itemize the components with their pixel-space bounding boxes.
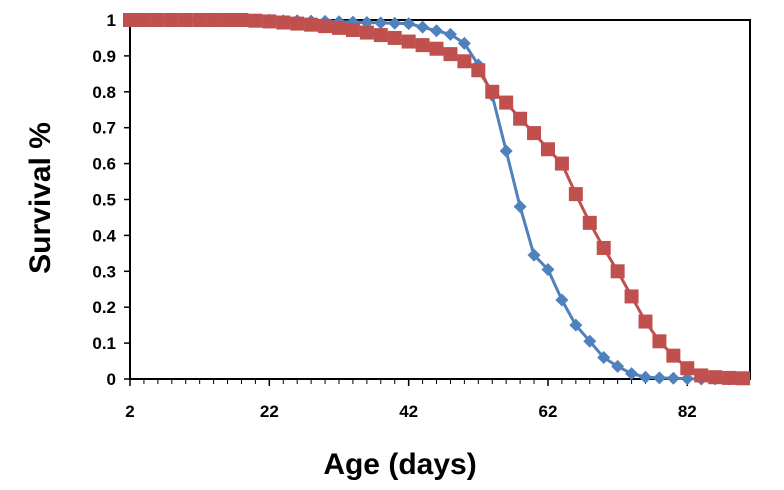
series-layer bbox=[123, 13, 751, 386]
series-2-point bbox=[164, 13, 179, 27]
x-axis-title: Age (days) bbox=[323, 448, 476, 481]
y-tick-label: 1 bbox=[107, 11, 116, 30]
series-1-point bbox=[388, 16, 402, 30]
series-1-point bbox=[597, 350, 611, 364]
series-1-point bbox=[541, 263, 555, 277]
series-2-point bbox=[401, 34, 416, 49]
x-tick-label: 22 bbox=[260, 402, 279, 421]
series-1-point bbox=[611, 359, 625, 373]
series-2-point bbox=[220, 13, 235, 27]
series-2-point bbox=[136, 13, 151, 27]
series-2-point bbox=[680, 361, 695, 376]
y-tick-label: 0.1 bbox=[92, 334, 116, 353]
series-1-point bbox=[527, 248, 541, 262]
series-2-point bbox=[499, 95, 514, 110]
series-1-point bbox=[374, 16, 388, 30]
series-2-point bbox=[234, 13, 249, 27]
x-axis-ticks: 2 22 42 62 82 bbox=[125, 379, 744, 421]
x-tick-label: 62 bbox=[539, 402, 558, 421]
series-1-point bbox=[555, 293, 569, 307]
series-1-point bbox=[652, 371, 666, 385]
y-tick-label: 0.3 bbox=[92, 262, 116, 281]
series-2-point bbox=[471, 63, 486, 78]
series-2-point bbox=[387, 30, 402, 45]
series-2-point bbox=[666, 348, 681, 363]
series-2-point bbox=[262, 14, 277, 29]
series-2-point bbox=[429, 41, 444, 56]
y-tick-label: 0.5 bbox=[92, 191, 116, 210]
series-1-point bbox=[443, 27, 457, 41]
series-1-point bbox=[639, 370, 653, 384]
series-2-point bbox=[373, 28, 388, 43]
series-1-point bbox=[569, 318, 583, 332]
series-2-point bbox=[596, 240, 611, 255]
series-1-point bbox=[499, 144, 513, 158]
series-2-point bbox=[485, 84, 500, 99]
x-tick-label: 82 bbox=[678, 402, 697, 421]
series-2-point bbox=[527, 126, 542, 141]
series-2-point bbox=[540, 142, 555, 157]
y-tick-label: 0.7 bbox=[92, 119, 116, 138]
y-tick-label: 0.8 bbox=[92, 83, 116, 102]
series-1-point bbox=[680, 372, 694, 386]
series-2-point bbox=[624, 289, 639, 304]
series-2-point bbox=[638, 314, 653, 329]
series-2-point bbox=[123, 13, 137, 27]
series-2-point bbox=[192, 13, 207, 27]
x-tick-label: 2 bbox=[125, 402, 134, 421]
series-1-point bbox=[583, 334, 597, 348]
series-2-point bbox=[345, 23, 360, 38]
series-1-point bbox=[666, 371, 680, 385]
y-tick-label: 0 bbox=[107, 370, 116, 389]
series-2-point bbox=[318, 19, 333, 34]
series-1-point bbox=[416, 20, 430, 34]
series-2-point bbox=[582, 215, 597, 230]
series-2-point bbox=[206, 13, 221, 27]
y-axis-ticks: 0 0.1 0.2 0.3 0.4 0.5 0.6 0.7 0.8 0.9 1 bbox=[92, 11, 130, 389]
series-2-point bbox=[178, 13, 193, 27]
series-2-point bbox=[290, 16, 305, 31]
plot-area bbox=[129, 19, 751, 380]
series-1-point bbox=[430, 24, 444, 38]
series-2-point bbox=[610, 264, 625, 279]
series-2-point bbox=[415, 38, 430, 53]
series-1-point bbox=[402, 17, 416, 31]
series-2-point bbox=[736, 371, 751, 386]
y-axis-title: Survival % bbox=[24, 122, 57, 274]
series-2-point bbox=[443, 47, 458, 62]
y-tick-label: 0.6 bbox=[92, 155, 116, 174]
series-2-point bbox=[568, 187, 583, 202]
series-2-point bbox=[359, 25, 374, 40]
series-1-point bbox=[457, 36, 471, 50]
series-2-point bbox=[276, 15, 291, 30]
series-2-point bbox=[708, 370, 723, 385]
series-2-point bbox=[554, 156, 569, 171]
series-1-point bbox=[513, 200, 527, 214]
series-2-point bbox=[304, 17, 319, 32]
y-tick-label: 0.4 bbox=[92, 226, 116, 245]
y-tick-label: 0.9 bbox=[92, 47, 116, 66]
series-2-point bbox=[513, 111, 528, 126]
x-tick-label: 42 bbox=[399, 402, 418, 421]
series-2-point bbox=[150, 13, 165, 27]
y-tick-label: 0.2 bbox=[92, 298, 116, 317]
series-2-point bbox=[694, 368, 709, 383]
series-2-point bbox=[652, 334, 667, 349]
series-2-point bbox=[248, 13, 263, 28]
series-1-point bbox=[625, 367, 639, 381]
series-2-point bbox=[331, 20, 346, 35]
series-2-point bbox=[457, 54, 472, 69]
series-2-point bbox=[722, 370, 737, 385]
